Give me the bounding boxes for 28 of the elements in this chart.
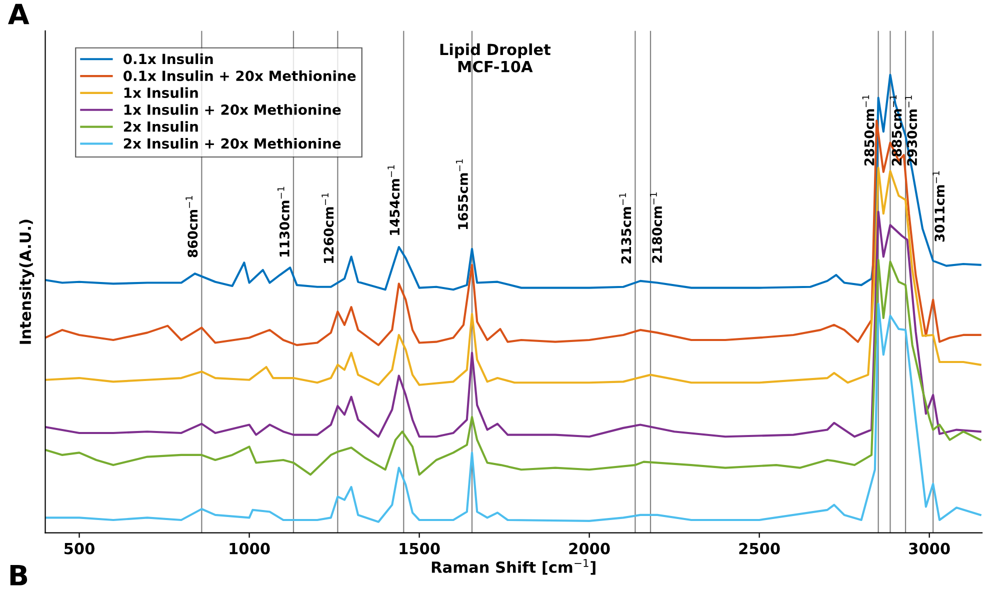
x-tick-label: 1500 [400, 542, 440, 554]
chart-title: Lipid Droplet MCF-10A [440, 43, 551, 72]
legend-label: 1x Insulin + 20x Methionine [124, 104, 341, 115]
x-tick-label: 3000 [909, 542, 950, 554]
x-tick-label: 2000 [569, 542, 610, 554]
ref-line-label: 2930cm$^{−1}$ [905, 96, 918, 166]
text: A [8, 4, 30, 24]
x-axis-title: Raman Shift [cm$^{−1}$] [432, 559, 596, 575]
legend-label: 1x Insulin [124, 87, 198, 98]
ref-line-label: 1260cm$^{−1}$ [322, 193, 334, 263]
ref-line-label: 1655cm$^{−1}$ [456, 159, 468, 230]
ref-line-label: 2885cm$^{−1}$ [890, 95, 902, 166]
ref-line-label: 2180cm$^{−1}$ [650, 192, 662, 263]
x-tick-label: 500 [64, 542, 94, 554]
legend-label: 2x Insulin + 20x Methionine [124, 138, 341, 149]
x-tick-label: 2500 [739, 542, 780, 554]
legend-label: 0.1x Insulin [124, 53, 213, 64]
legend-label: 0.1x Insulin + 20x Methionine [124, 70, 356, 82]
ref-line-label: 2135cm$^{−1}$ [619, 193, 632, 264]
ref-line-label: 1454cm$^{−1}$ [388, 165, 400, 235]
ref-line-label: 2850cm$^{−1}$ [862, 95, 874, 166]
x-tick-label: 1000 [230, 542, 270, 554]
ref-line-label: 3011cm$^{−1}$ [932, 171, 945, 242]
y-axis-title: Intensity(A.U.) [19, 220, 34, 344]
ref-line-label: 1130cm$^{−1}$ [277, 186, 290, 257]
legend-label: 2x Insulin [124, 121, 198, 132]
text: B [10, 565, 28, 586]
ref-line-label: 860cm$^{−1}$ [186, 196, 198, 258]
